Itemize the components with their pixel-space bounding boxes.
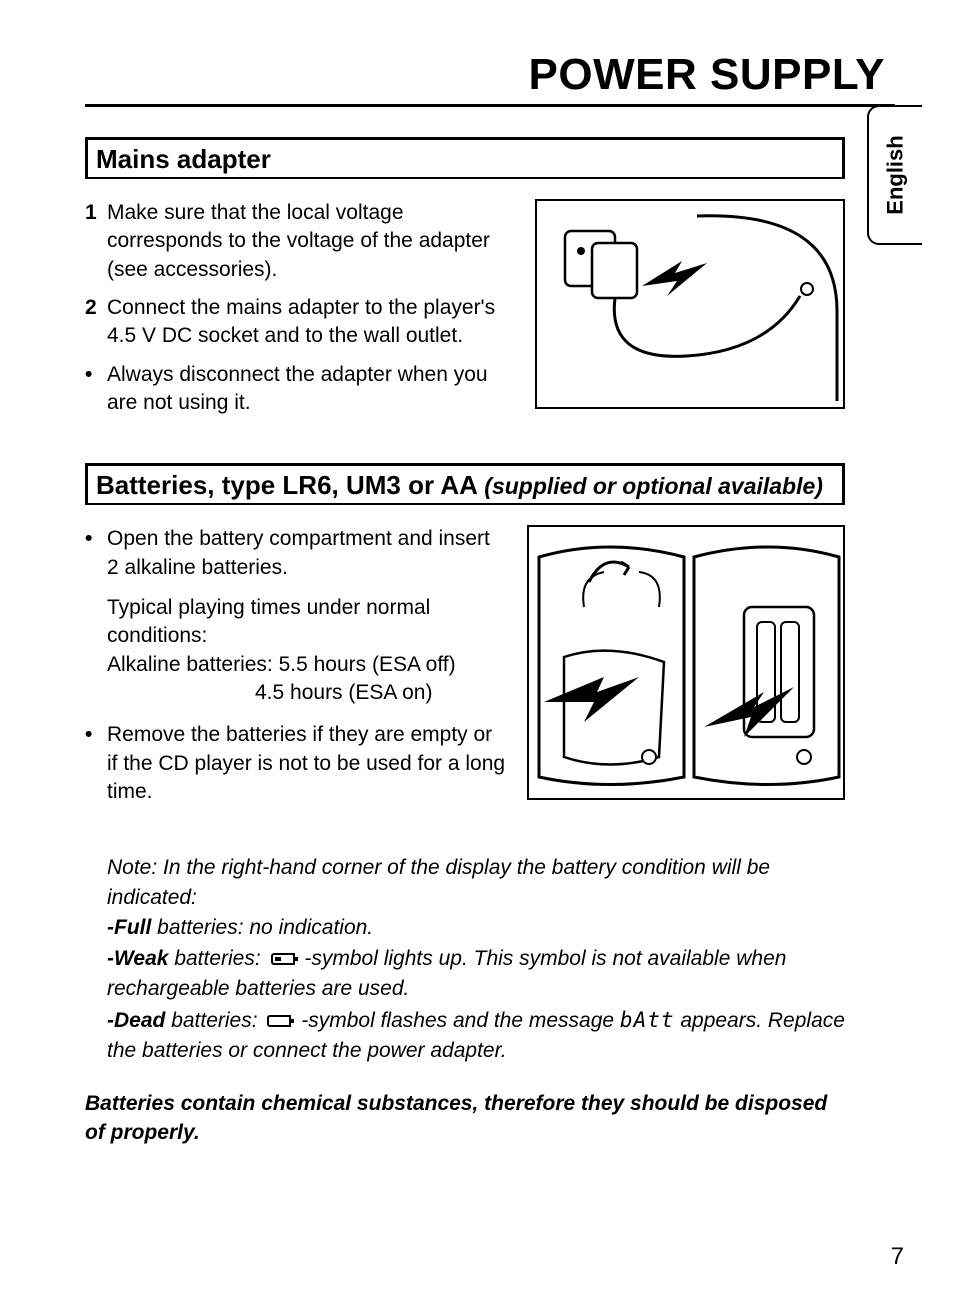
playing-times: Typical playing times under normal condi… xyxy=(107,594,507,707)
main-column: Mains adapter 1 Make sure that the local… xyxy=(85,137,845,1147)
note-weak: -Weak batteries: -symbol lights up. This… xyxy=(107,944,845,1005)
note-full: -Full batteries: no indication. xyxy=(107,913,845,943)
note-full-rest: batteries: no indication. xyxy=(151,916,373,939)
section-batteries-heading: Batteries, type LR6, UM3 or AA (supplied… xyxy=(85,463,845,505)
mains-bullet: • Always disconnect the adapter when you… xyxy=(85,361,515,418)
note-dead: -Dead batteries: -symbol flashes and the… xyxy=(107,1005,845,1067)
bullet-icon: • xyxy=(85,721,107,806)
step-1-num: 1 xyxy=(85,199,107,284)
note-full-lead: -Full xyxy=(107,916,151,939)
batt-bullet-2: • Remove the batteries if they are empty… xyxy=(85,721,507,806)
typ-line-1: Typical playing times under normal condi… xyxy=(107,594,507,651)
battery-dead-icon xyxy=(267,1015,291,1027)
battery-note: Note: In the right-hand corner of the di… xyxy=(107,853,845,1067)
language-tab: English xyxy=(867,105,922,245)
typ-line-3: 4.5 hours (ESA on) xyxy=(107,679,507,707)
bullet-icon: • xyxy=(85,361,107,418)
batt-bullet-2-text: Remove the batteries if they are empty o… xyxy=(107,721,507,806)
page-content: POWER SUPPLY English Mains adapter 1 Mak… xyxy=(85,50,895,1147)
disposal-warning: Batteries contain chemical substances, t… xyxy=(85,1089,845,1148)
batt-bullet-1: • Open the battery compartment and inser… xyxy=(85,525,507,582)
note-dead-r1: batteries: xyxy=(165,1009,263,1032)
note-intro: Note: In the right-hand corner of the di… xyxy=(107,853,845,914)
note-dead-r2: -symbol flashes and the message xyxy=(295,1009,620,1032)
section-batteries-subtitle: (supplied or optional available) xyxy=(478,473,823,499)
battery-compartment-illustration xyxy=(527,525,845,800)
note-dead-lead: -Dead xyxy=(107,1009,165,1032)
section-batteries-text: • Open the battery compartment and inser… xyxy=(85,525,507,816)
section-batteries-body: • Open the battery compartment and inser… xyxy=(85,525,845,816)
step-1: 1 Make sure that the local voltage corre… xyxy=(85,199,515,284)
battery-weak-icon xyxy=(271,953,295,965)
section-batteries-title: Batteries, type LR6, UM3 or AA xyxy=(96,470,478,500)
mains-adapter-illustration xyxy=(535,199,845,409)
section-mains-body: 1 Make sure that the local voltage corre… xyxy=(85,199,845,427)
language-tab-label: English xyxy=(883,135,909,214)
step-2: 2 Connect the mains adapter to the playe… xyxy=(85,294,515,351)
step-1-text: Make sure that the local voltage corresp… xyxy=(107,199,515,284)
typ-line-2: Alkaline batteries: 5.5 hours (ESA off) xyxy=(107,651,507,679)
page-title: POWER SUPPLY xyxy=(85,50,895,107)
mains-bullet-text: Always disconnect the adapter when you a… xyxy=(107,361,515,418)
bullet-icon: • xyxy=(85,525,107,582)
note-dead-msg: bAtt xyxy=(620,1008,675,1032)
section-mains-heading: Mains adapter xyxy=(85,137,845,179)
section-mains-title: Mains adapter xyxy=(96,144,271,174)
step-2-num: 2 xyxy=(85,294,107,351)
batt-bullet-1-text: Open the battery compartment and insert … xyxy=(107,525,507,582)
step-2-text: Connect the mains adapter to the player'… xyxy=(107,294,515,351)
page-number: 7 xyxy=(891,1243,904,1271)
note-weak-r1: batteries: xyxy=(168,947,266,970)
section-mains-text: 1 Make sure that the local voltage corre… xyxy=(85,199,515,427)
note-weak-lead: -Weak xyxy=(107,947,168,970)
